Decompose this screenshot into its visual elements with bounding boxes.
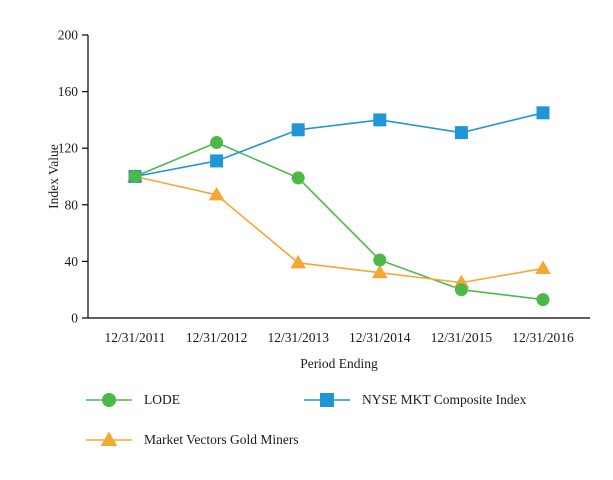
chart-legend: LODE NYSE MKT Composite Index Market Vec…: [86, 392, 613, 448]
performance-chart-svg: 0 40 80 120 160 200 12/31/2011 12/31/2012 12/31/…: [46, 28, 590, 371]
chart-area: 0 40 80 120 160 200 12/31/2011 12/31/2012 12/31/…: [46, 28, 590, 371]
svg-text:12/31/2012: 12/31/2012: [186, 330, 248, 345]
svg-text:200: 200: [58, 28, 79, 43]
svg-text:80: 80: [65, 197, 79, 212]
svg-text:120: 120: [58, 141, 79, 156]
svg-text:0: 0: [71, 311, 78, 326]
svg-text:40: 40: [65, 254, 79, 269]
svg-text:Period Ending: Period Ending: [300, 356, 378, 371]
svg-text:12/31/2014: 12/31/2014: [349, 330, 411, 345]
gold-miners-triangle-marker-icon: [86, 432, 132, 446]
svg-text:Index Value: Index Value: [46, 144, 61, 209]
svg-text:12/31/2016: 12/31/2016: [512, 330, 574, 345]
svg-text:12/31/2011: 12/31/2011: [104, 330, 165, 345]
svg-text:12/31/2013: 12/31/2013: [267, 330, 329, 345]
legend-item-nyse-mkt: NYSE MKT Composite Index: [304, 392, 613, 408]
legend-item-gold-miners: Market Vectors Gold Miners: [86, 432, 304, 448]
svg-text:12/31/2015: 12/31/2015: [431, 330, 493, 345]
lode-circle-marker-icon: [86, 393, 132, 407]
legend-label-lode: LODE: [144, 392, 180, 407]
legend-label-nyse-mkt: NYSE MKT Composite Index: [362, 392, 527, 407]
svg-text:160: 160: [58, 84, 79, 99]
legend-item-lode: LODE: [86, 392, 304, 408]
legend-label-gold-miners: Market Vectors Gold Miners: [144, 432, 299, 447]
nyse-square-marker-icon: [304, 393, 350, 407]
